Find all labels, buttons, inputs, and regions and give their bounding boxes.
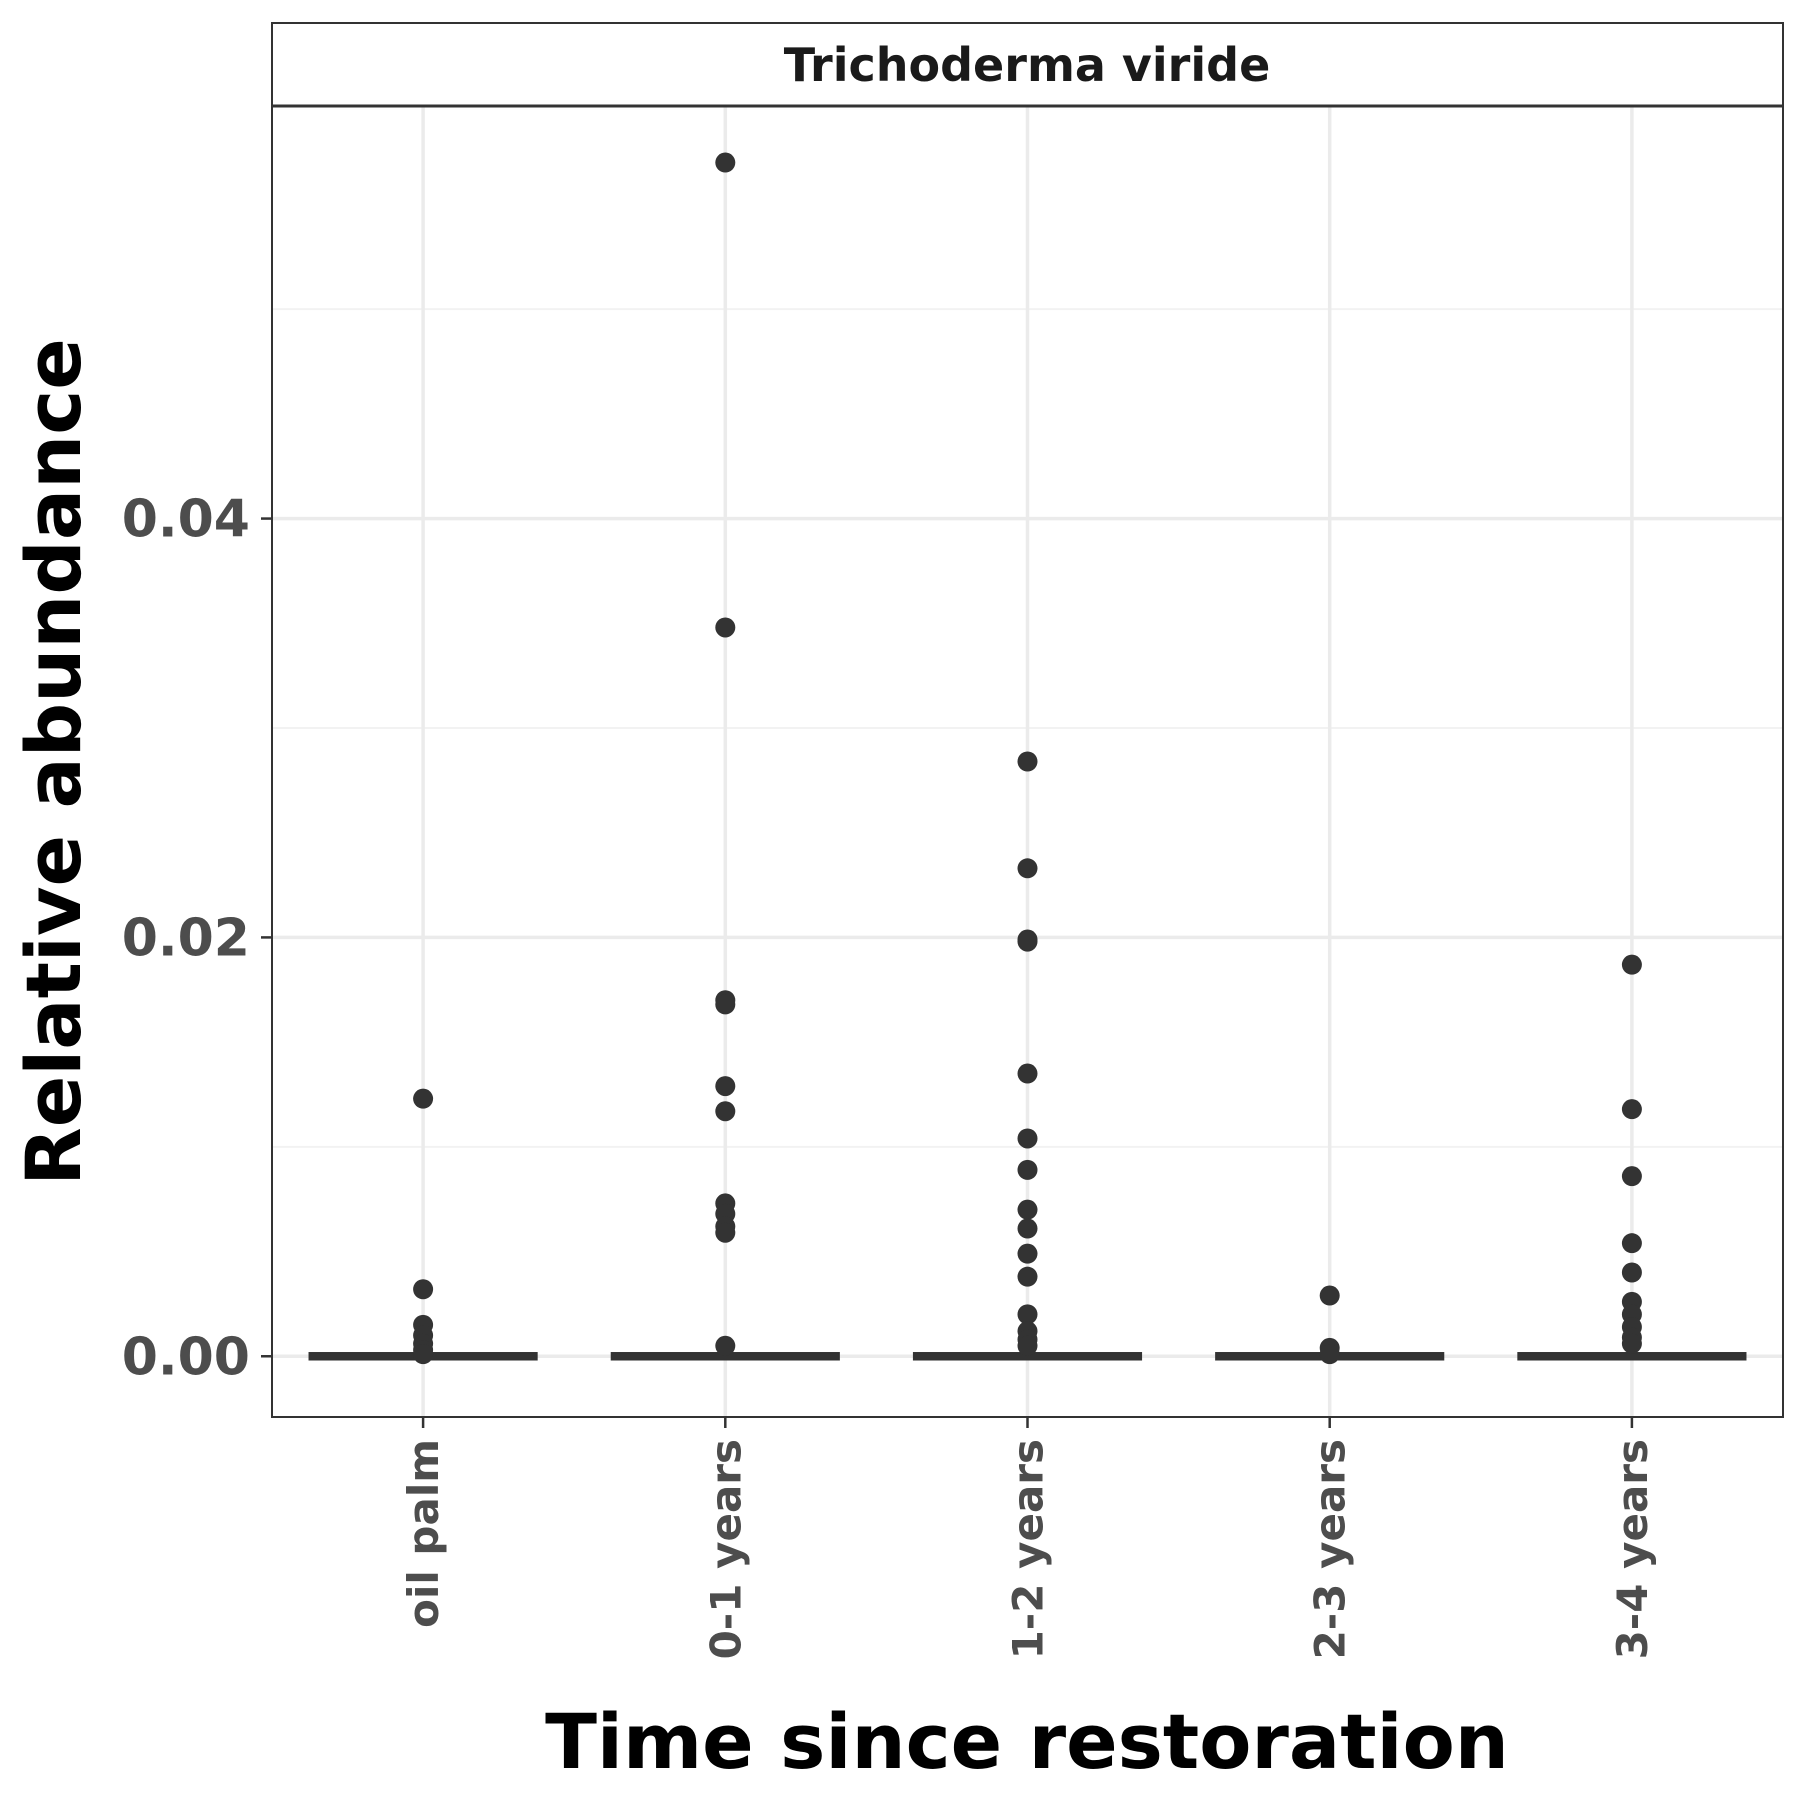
outlier-point <box>413 1279 434 1300</box>
outlier-point <box>715 1076 736 1097</box>
x-axis-title: Time since restoration <box>545 1697 1509 1786</box>
y-axis: 0.00 0.02 0.04 <box>122 490 272 1387</box>
outlier-point <box>1017 1335 1038 1356</box>
outlier-point <box>715 1222 736 1243</box>
outlier-point <box>1017 1199 1038 1220</box>
y-tick-label: 0.04 <box>122 490 250 550</box>
outlier-point <box>1621 1333 1642 1354</box>
outlier-point <box>1621 1166 1642 1187</box>
outlier-point <box>1621 1099 1642 1120</box>
outlier-point <box>715 994 736 1015</box>
outlier-point <box>1017 1304 1038 1325</box>
outlier-point <box>1017 1266 1038 1287</box>
y-axis-title: Relative abundance <box>9 338 98 1186</box>
outlier-point <box>1319 1285 1340 1306</box>
x-tick-label: 0-1 years <box>701 1439 750 1659</box>
outlier-points <box>413 152 1642 1365</box>
outlier-point <box>1017 1243 1038 1264</box>
outlier-point <box>1621 1262 1642 1283</box>
outlier-point <box>1017 931 1038 952</box>
facet-strip-background <box>271 22 1784 107</box>
outlier-point <box>715 1335 736 1356</box>
facet-label: Trichoderma viride <box>784 38 1271 92</box>
outlier-point <box>1621 954 1642 975</box>
outlier-point <box>1017 751 1038 772</box>
facet-strip: Trichoderma viride <box>271 22 1784 108</box>
x-tick-label: 2-3 years <box>1306 1439 1355 1659</box>
outlier-point <box>715 617 736 638</box>
outlier-point <box>715 152 736 173</box>
outlier-point <box>1621 1233 1642 1254</box>
outlier-point <box>1319 1344 1340 1365</box>
y-tick-label: 0.00 <box>122 1327 250 1387</box>
outlier-point <box>413 1088 434 1109</box>
y-tick-label: 0.02 <box>122 908 250 968</box>
outlier-point <box>1017 1218 1038 1239</box>
outlier-point <box>1017 1159 1038 1180</box>
x-tick-label: 1-2 years <box>1004 1439 1053 1659</box>
outlier-point <box>715 1101 736 1122</box>
x-axis: oil palm 0-1 years 1-2 years 2-3 years 3-4 y… <box>399 1417 1657 1659</box>
outlier-point <box>413 1344 434 1365</box>
x-tick-label: 3-4 years <box>1608 1439 1657 1659</box>
outlier-point <box>1017 858 1038 879</box>
x-tick-label: oil palm <box>399 1439 448 1628</box>
outlier-point <box>1017 1063 1038 1084</box>
outlier-point <box>1017 1128 1038 1149</box>
